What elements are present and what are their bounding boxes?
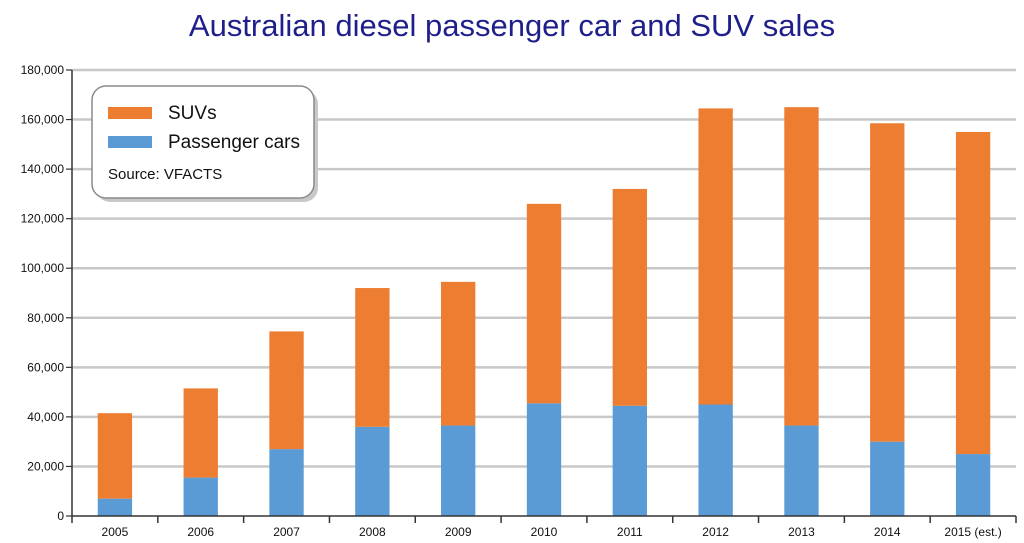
bar-passenger-cars xyxy=(698,404,733,516)
x-tick-label: 2006 xyxy=(187,525,214,539)
x-tick-label: 2009 xyxy=(445,525,472,539)
y-axis-tick-labels: 0 20,000 40,000 60,000 80,000 100,000 120,000 1… xyxy=(21,63,65,523)
bar-suvs xyxy=(269,331,304,450)
y-tick-label: 120,000 xyxy=(21,212,65,226)
legend-label: SUVs xyxy=(168,103,217,124)
legend-label: Passenger cars xyxy=(168,132,300,153)
bar-passenger-cars xyxy=(269,449,304,516)
x-tick-label: 2007 xyxy=(273,525,300,539)
legend-swatch xyxy=(108,107,152,119)
y-tick-label: 100,000 xyxy=(21,261,65,275)
bar-passenger-cars xyxy=(97,498,133,516)
y-tick-label: 20,000 xyxy=(27,459,64,473)
bar-passenger-cars xyxy=(870,441,905,516)
x-tick-label: 2011 xyxy=(617,525,643,539)
x-tick-label: 2008 xyxy=(359,525,386,539)
x-tick-label: 2012 xyxy=(702,525,729,539)
bar-passenger-cars xyxy=(955,454,991,516)
y-tick-label: 160,000 xyxy=(21,113,65,127)
x-tick-label: 2005 xyxy=(102,525,129,539)
x-tick-label: 2014 xyxy=(874,525,901,539)
bar-passenger-cars xyxy=(355,426,390,516)
bar-suvs xyxy=(955,131,991,455)
bar-passenger-cars xyxy=(784,425,819,516)
y-tick-label: 60,000 xyxy=(27,360,64,374)
y-tick-label: 40,000 xyxy=(27,410,64,424)
y-tick-label: 140,000 xyxy=(21,162,65,176)
y-tick-label: 80,000 xyxy=(27,311,64,325)
legend-swatch xyxy=(108,136,152,148)
bar-suvs xyxy=(355,288,390,427)
x-tick-label: 2013 xyxy=(788,525,815,539)
source-note: Source: VFACTS xyxy=(108,166,222,183)
bar-suvs xyxy=(784,107,819,426)
y-tick-label: 0 xyxy=(57,509,64,523)
legend: SUVs Passenger cars Source: VFACTS xyxy=(91,85,318,202)
bar-suvs xyxy=(97,413,133,499)
bar-suvs xyxy=(612,188,647,406)
bar-suvs xyxy=(870,123,905,442)
bar-passenger-cars xyxy=(612,405,647,516)
chart-title: Australian diesel passenger car and SUV … xyxy=(188,8,836,43)
x-axis-tick-labels: 2005 2006 2007 2008 2009 2010 2011 2012 2013 2014… xyxy=(102,525,1002,539)
x-tick-label: 2015 (est.) xyxy=(944,525,1001,539)
bar-suvs xyxy=(698,108,733,405)
bar-suvs xyxy=(183,388,218,478)
x-tick-label: 2010 xyxy=(531,525,558,539)
bar-passenger-cars xyxy=(441,425,476,516)
y-tick-label: 180,000 xyxy=(21,63,65,77)
bar-passenger-cars xyxy=(526,403,562,516)
bar-suvs xyxy=(441,281,476,426)
bar-passenger-cars xyxy=(183,477,218,516)
bar-suvs xyxy=(526,203,562,404)
axes xyxy=(66,69,1017,523)
bars xyxy=(97,107,991,516)
